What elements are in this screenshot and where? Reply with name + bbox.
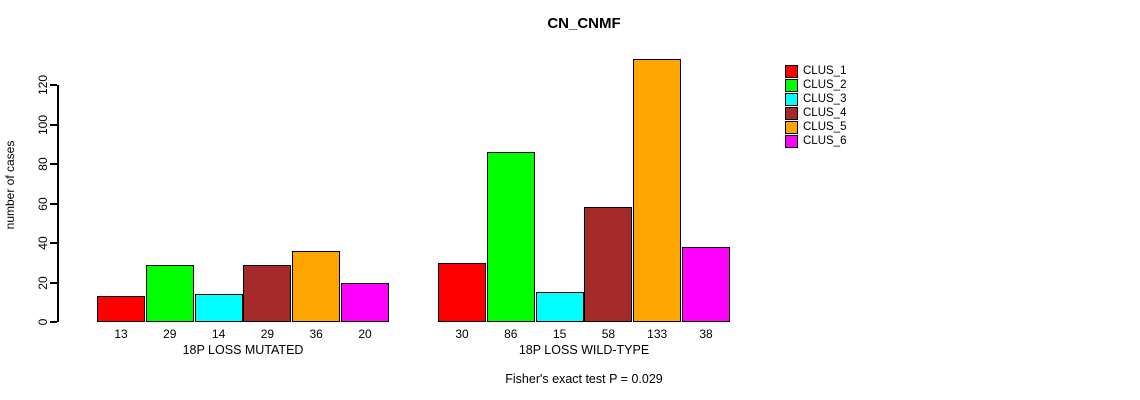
- bar-value-label: 20: [358, 327, 372, 341]
- bar-value-label: 29: [260, 327, 275, 341]
- legend-item: CLUS_1: [785, 64, 847, 78]
- group-label: 18P LOSS MUTATED: [182, 343, 304, 357]
- bar-clus_6: [682, 246, 730, 322]
- bar-value-label: 29: [163, 327, 177, 341]
- legend-item-label: CLUS_6: [803, 135, 847, 147]
- bar-clus_2: [486, 152, 535, 322]
- y-axis-line: [57, 85, 59, 322]
- bar-clus_5: [292, 250, 341, 322]
- legend-swatch: [785, 64, 798, 78]
- bar-value-label: 38: [699, 327, 713, 341]
- bar-value-label: 30: [455, 327, 469, 341]
- y-tick-label: 120: [36, 74, 50, 96]
- bar-clus_2: [145, 264, 194, 322]
- y-axis-tick: [50, 242, 57, 244]
- y-tick-label: 20: [36, 275, 50, 290]
- legend-swatch: [785, 120, 798, 134]
- y-axis-tick: [50, 202, 57, 205]
- legend-item: CLUS_4: [785, 106, 847, 120]
- bar-value-label: 14: [211, 327, 226, 341]
- legend-item-label: CLUS_4: [803, 107, 847, 119]
- bar-clus_4: [584, 207, 633, 322]
- group-label: 18P LOSS WILD-TYPE: [518, 343, 650, 357]
- bar-value-label: 133: [647, 327, 668, 341]
- legend: CLUS_1 CLUS_2 CLUS_3 CLUS_4 CLUS_5 CLUS_6: [785, 64, 847, 148]
- y-tick-label: 80: [36, 157, 50, 171]
- legend-swatch: [785, 92, 798, 106]
- bar-value-label: 58: [601, 327, 616, 341]
- legend-item: CLUS_6: [785, 134, 847, 148]
- y-axis-label: number of cases: [3, 140, 17, 230]
- legend-item-label: CLUS_2: [803, 79, 847, 91]
- legend-item-label: CLUS_5: [803, 121, 847, 133]
- bar-value-label: 15: [552, 327, 567, 341]
- legend-item: CLUS_3: [785, 92, 847, 106]
- bar-clus_1: [97, 296, 145, 322]
- bar-clus_3: [194, 294, 243, 322]
- legend-swatch: [785, 106, 798, 120]
- legend-swatch: [785, 134, 798, 148]
- y-axis-tick: [50, 123, 57, 126]
- y-axis-tick: [50, 84, 57, 86]
- y-tick-label: 100: [36, 114, 50, 135]
- legend-item-label: CLUS_1: [803, 65, 847, 77]
- legend-item: CLUS_5: [785, 120, 847, 134]
- y-axis-tick: [50, 163, 57, 165]
- legend-item-label: CLUS_3: [803, 93, 847, 105]
- y-axis-tick: [50, 321, 57, 323]
- bar-clus_1: [438, 262, 486, 322]
- y-tick-label: 60: [36, 196, 50, 211]
- legend-item: CLUS_2: [785, 78, 847, 92]
- bar-clus_4: [243, 264, 292, 322]
- bar-value-label: 36: [309, 327, 323, 341]
- bar-value-label: 86: [504, 327, 518, 341]
- legend-swatch: [785, 78, 798, 92]
- y-tick-label: 0: [36, 318, 50, 326]
- y-axis-tick: [50, 281, 57, 284]
- bar-clus_5: [633, 59, 682, 322]
- bar-value-label: 13: [114, 327, 128, 341]
- bar-clus_6: [341, 282, 389, 322]
- plot-title: CN_CNMF: [547, 15, 621, 32]
- bar-clus_3: [535, 292, 584, 322]
- y-tick-label: 40: [36, 236, 50, 250]
- fisher-test-annotation: Fisher's exact test P = 0.029: [505, 372, 663, 386]
